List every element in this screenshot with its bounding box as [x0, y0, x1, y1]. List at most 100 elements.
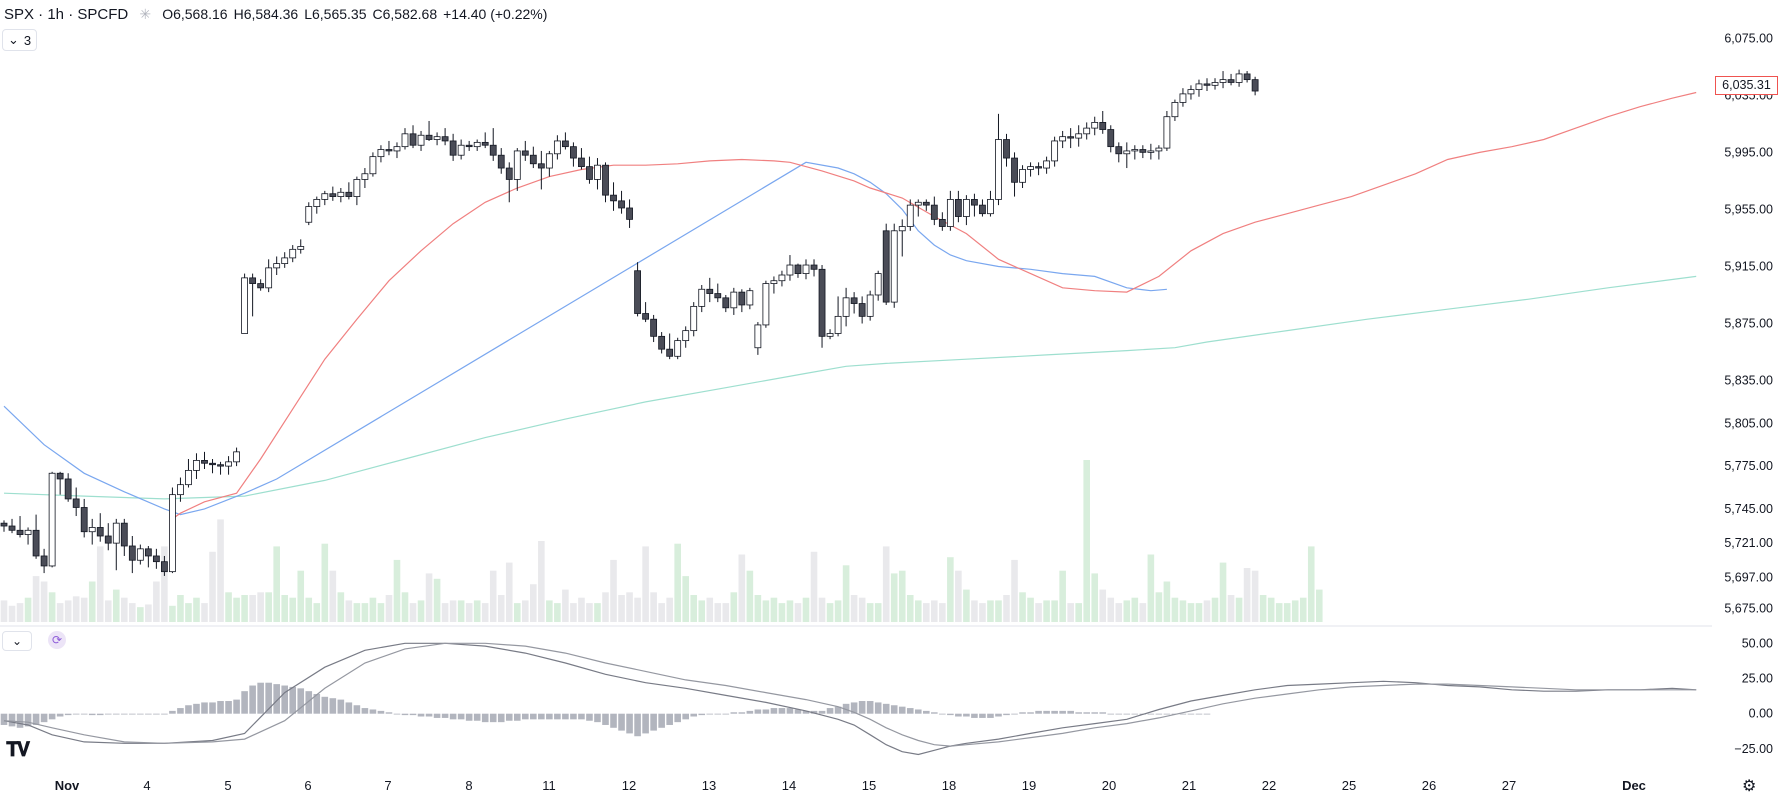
macd-histogram-bar — [730, 712, 738, 714]
candle-body — [562, 140, 569, 148]
volume-bar — [1163, 581, 1171, 622]
volume-bar — [882, 546, 890, 622]
macd-histogram-bar — [1123, 713, 1131, 715]
time-tick-label: 20 — [1102, 778, 1116, 793]
macd-histogram-bar — [538, 713, 545, 720]
volume-bar — [1235, 597, 1243, 622]
macd-histogram-bar — [185, 705, 192, 714]
candle — [682, 326, 690, 348]
volume-bar — [273, 546, 280, 622]
candle — [802, 259, 810, 280]
time-tick-label: 5 — [224, 778, 231, 793]
volume-bar — [874, 603, 882, 622]
macd-histogram-bar — [96, 713, 104, 716]
macd-line — [3, 642, 1697, 756]
price-tick-label: 5,835.00 — [1724, 374, 1773, 388]
indicators-toggle-button[interactable]: ⌄ 3 — [2, 29, 38, 51]
volume-bar — [955, 570, 962, 622]
candle — [610, 182, 617, 211]
candle — [16, 516, 24, 538]
candle-body — [682, 330, 690, 342]
macd-histogram-bar — [1059, 710, 1066, 714]
candle-body — [185, 469, 192, 486]
candle — [289, 245, 297, 263]
macd-histogram-bar — [810, 710, 818, 714]
candle — [1051, 136, 1059, 167]
macd-histogram-bar — [201, 702, 208, 714]
macd-histogram-bar — [8, 713, 16, 727]
volume-bar — [345, 600, 353, 622]
candle-body — [1163, 116, 1171, 149]
macd-histogram-bar — [481, 713, 489, 723]
macd-histogram-bar — [145, 713, 152, 715]
candle-body — [1219, 79, 1227, 83]
candle — [281, 252, 289, 268]
symbol-title[interactable]: SPX · 1h · SPCFD — [4, 5, 129, 23]
volume-bar — [642, 546, 649, 622]
macd-histogram-bar — [1147, 713, 1155, 715]
volume-bar — [906, 595, 914, 622]
macd-histogram-bar — [24, 713, 32, 727]
candle — [1115, 142, 1123, 163]
refresh-icon[interactable]: ⟳ — [48, 631, 66, 649]
candle-body — [136, 548, 144, 561]
macd-histogram-bar — [778, 708, 786, 714]
candle — [882, 223, 890, 305]
volume-bar — [32, 576, 40, 622]
candle — [489, 128, 497, 161]
candle — [40, 548, 48, 574]
macd-histogram-bar — [1051, 710, 1058, 714]
candle-body — [770, 280, 778, 284]
volume-bar — [971, 600, 978, 622]
candle-body — [658, 335, 666, 350]
macd-histogram-bar — [137, 713, 144, 715]
candle — [938, 212, 946, 231]
volume-bar — [56, 603, 64, 622]
candle-body — [802, 264, 810, 274]
candle-body — [313, 199, 321, 207]
candle — [794, 263, 802, 278]
macd-histogram-bar — [1067, 710, 1074, 714]
candle — [914, 199, 922, 217]
candle — [770, 276, 778, 294]
gear-icon[interactable]: ⚙ — [1742, 778, 1757, 795]
candle-body — [706, 288, 714, 294]
candle — [1019, 165, 1026, 189]
macd-histogram-bar — [1003, 713, 1010, 716]
candle — [594, 158, 601, 190]
candle — [120, 518, 128, 556]
volume-bar — [64, 600, 72, 622]
volume-bar — [1051, 600, 1058, 622]
candle-body — [96, 527, 104, 537]
volume-bar — [866, 603, 874, 622]
macd-collapse-button[interactable]: ⌄ — [2, 631, 32, 651]
macd-histogram-bar — [914, 709, 922, 714]
volume-bar — [1131, 597, 1139, 622]
candle-body — [794, 264, 802, 274]
macd-histogram-bar — [104, 713, 112, 715]
volume-bar — [1275, 603, 1283, 622]
candle — [337, 188, 345, 203]
candle — [850, 292, 858, 314]
volume-bar — [121, 597, 128, 622]
candle-body — [1251, 79, 1259, 92]
time-tick-label: 27 — [1502, 778, 1516, 793]
candle — [385, 140, 393, 156]
candle-body — [594, 164, 601, 180]
volume-bar — [674, 543, 681, 622]
candle — [786, 255, 794, 281]
candle-body — [417, 134, 425, 146]
candle-body — [938, 218, 946, 227]
candle-body — [1131, 149, 1139, 152]
ohlc-high: H6,584.36 — [233, 6, 299, 22]
candle — [842, 287, 850, 327]
macd-histogram-bar — [979, 713, 986, 718]
time-tick-label: 8 — [465, 778, 472, 793]
tradingview-logo-icon[interactable]: 𝐓𝐕 — [6, 739, 30, 761]
candle — [321, 190, 329, 206]
macd-histogram-bar — [947, 713, 954, 716]
volume-bar — [754, 595, 762, 622]
macd-histogram-bar — [409, 713, 417, 716]
candle-body — [610, 194, 617, 202]
